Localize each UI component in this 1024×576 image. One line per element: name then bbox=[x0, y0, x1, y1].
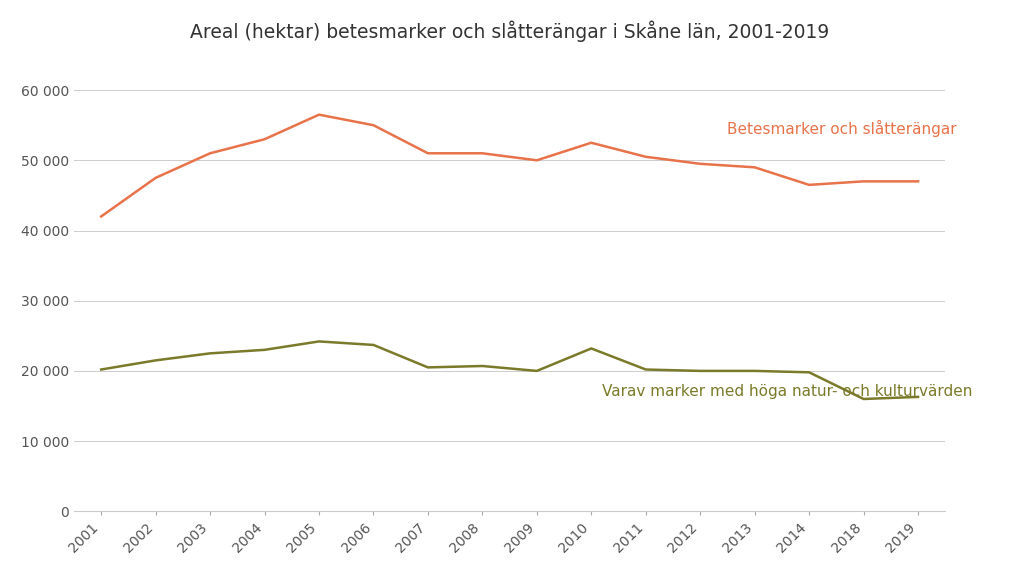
Text: Betesmarker och slåtterängar: Betesmarker och slåtterängar bbox=[727, 120, 957, 137]
Text: Varav marker med höga natur- och kulturvärden: Varav marker med höga natur- och kulturv… bbox=[602, 384, 973, 400]
Title: Areal (hektar) betesmarker och slåtterängar i Skåne län, 2001-2019: Areal (hektar) betesmarker och slåtterän… bbox=[190, 21, 829, 42]
